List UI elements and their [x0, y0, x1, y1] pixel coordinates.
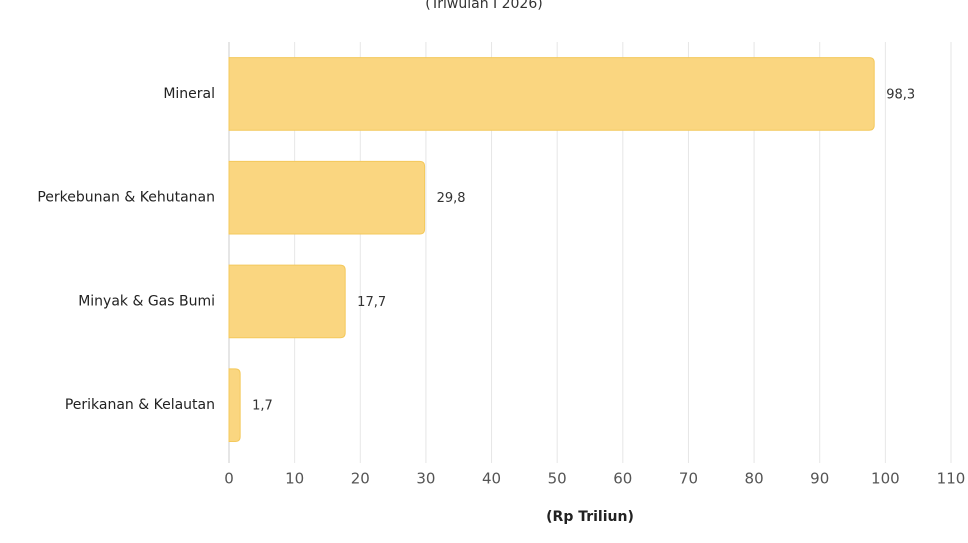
value-label: 1,7 — [252, 399, 273, 414]
x-tick-label: 30 — [416, 470, 435, 488]
x-tick-label: 20 — [351, 470, 370, 488]
bar — [228, 368, 241, 442]
x-tick-label: 100 — [871, 470, 900, 488]
y-tick-label: Minyak & Gas Bumi — [78, 293, 215, 309]
y-tick-label: Perikanan & Kelautan — [65, 397, 215, 413]
y-tick-label: Mineral — [163, 86, 215, 102]
x-tick-label: 10 — [285, 470, 304, 488]
x-tick-label: 50 — [548, 470, 567, 488]
chart-subtitle: (Triwulan I 2026) — [425, 0, 542, 12]
x-tick-label: 80 — [745, 470, 764, 488]
value-label: 17,7 — [357, 295, 386, 310]
x-tick-label: 0 — [224, 470, 234, 488]
bar — [228, 57, 875, 131]
value-label: 98,3 — [886, 87, 915, 102]
x-axis-label: (Rp Triliun) — [546, 509, 634, 525]
x-tick-label: 110 — [937, 470, 966, 488]
x-tick-label: 90 — [810, 470, 829, 488]
x-tick-label: 70 — [679, 470, 698, 488]
x-tick-label: 40 — [482, 470, 501, 488]
x-tick-label: 60 — [613, 470, 632, 488]
bar — [228, 160, 426, 235]
y-tick-label: Perkebunan & Kehutanan — [37, 190, 215, 206]
bar — [228, 264, 346, 339]
value-label: 29,8 — [437, 191, 466, 206]
